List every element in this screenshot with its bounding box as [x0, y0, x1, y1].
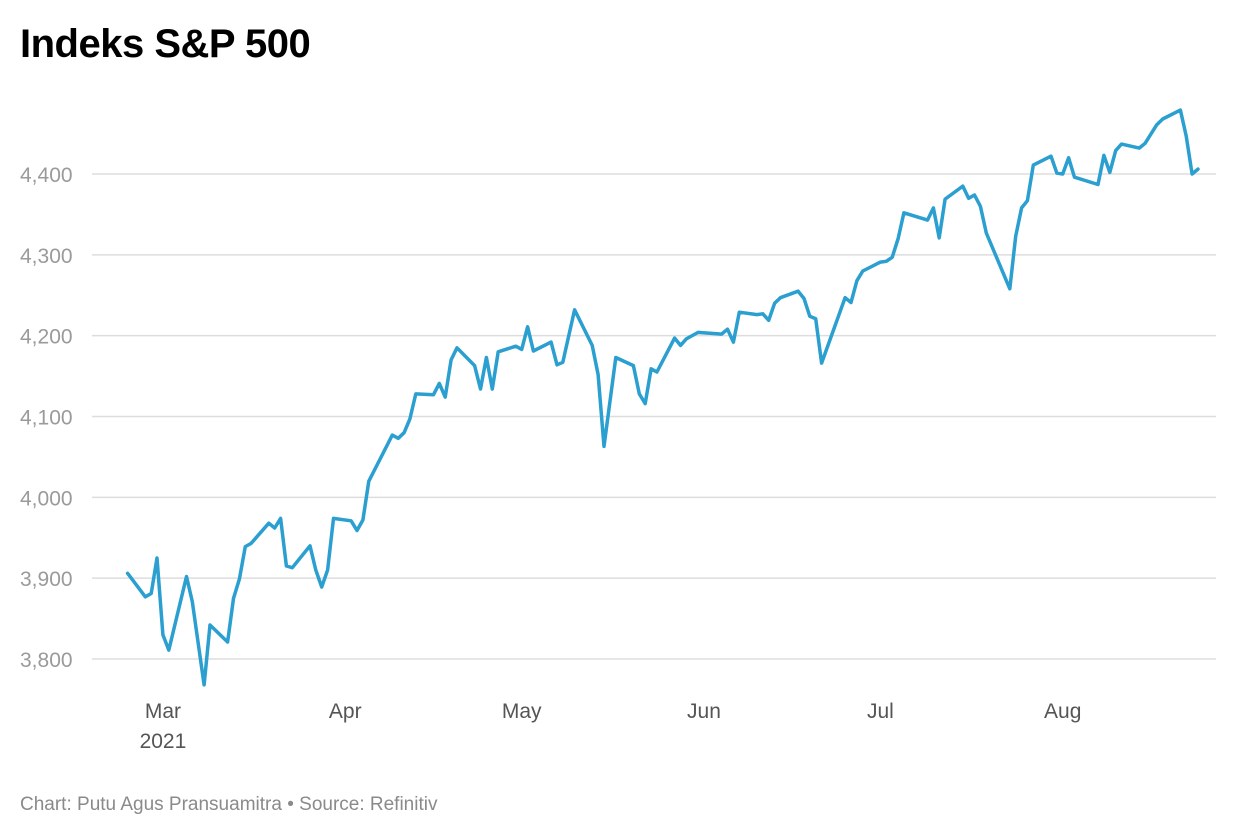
x-tick-label: Apr — [329, 700, 362, 723]
y-axis-ticks: 3,800 3,900 4,000 4,100 4,200 4,300 4,400 — [20, 164, 73, 672]
x-tick-sublabel: 2021 — [140, 730, 187, 753]
x-tick-label: Jun — [687, 700, 721, 723]
y-tick-label: 4,200 — [20, 326, 73, 349]
y-tick-label: 4,000 — [20, 487, 73, 510]
series-line — [125, 108, 1200, 687]
y-tick-label: 4,400 — [20, 164, 73, 187]
x-tick-label: May — [502, 700, 542, 723]
footer-separator: • — [281, 794, 300, 815]
y-tick-label: 4,100 — [20, 407, 73, 430]
x-tick-label: Aug — [1044, 700, 1081, 723]
y-tick-label: 4,300 — [20, 245, 73, 268]
x-axis-ticks: Mar 2021 Apr May Jun Jul Aug — [140, 700, 1082, 753]
series-layer — [125, 108, 1200, 687]
x-tick-label: Jul — [867, 700, 894, 723]
y-tick-label: 3,900 — [20, 568, 73, 591]
y-tick-label: 3,800 — [20, 649, 73, 672]
x-tick-label: Mar — [145, 700, 181, 723]
gridlines — [92, 173, 1216, 660]
chart-credit: Chart: Putu Agus Pransuamitra — [20, 794, 282, 815]
chart-source: Source: Refinitiv — [299, 794, 438, 815]
chart-title: Indeks S&P 500 — [20, 22, 311, 66]
chart-footer: Chart: Putu Agus Pransuamitra • Source: … — [20, 794, 437, 816]
